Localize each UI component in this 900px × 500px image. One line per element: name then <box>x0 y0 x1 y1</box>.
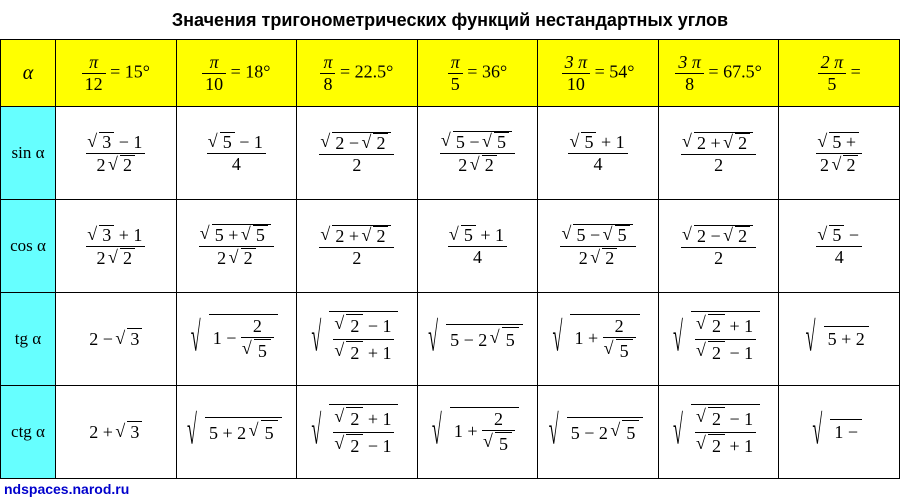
row-cos: cos α 3 + 12 2 5 + 52 2 2 + 22 5 + 14 5 … <box>1 200 900 293</box>
cell-tg-4: 1 + 25 <box>538 293 659 386</box>
angle-col-5: 3 π8 = 67.5° <box>658 40 779 107</box>
cell-tg-1: 1 − 25 <box>176 293 297 386</box>
cell-ctg-4: 5 − 2 5 <box>538 386 659 479</box>
cell-sin-5: 2 + 22 <box>658 107 779 200</box>
cell-cos-4: 5 − 52 2 <box>538 200 659 293</box>
cell-sin-0: 3 − 12 2 <box>56 107 177 200</box>
corner-cell: α <box>1 40 56 107</box>
row-ctg: ctg α 2 + 3 5 + 2 5 2 + 12 − 1 1 + 25 5 … <box>1 386 900 479</box>
cell-ctg-6: 1 − <box>779 386 900 479</box>
cell-tg-0: 2 − 3 <box>56 293 177 386</box>
cell-sin-3: 5 − 52 2 <box>417 107 538 200</box>
cell-sin-4: 5 + 14 <box>538 107 659 200</box>
source-link[interactable]: ndspaces.narod.ru <box>0 479 900 499</box>
header-row: α π12 = 15° π10 = 18° π8 = 22.5° π5 = 36… <box>1 40 900 107</box>
row-label-ctg: ctg α <box>1 386 56 479</box>
angle-col-1: π10 = 18° <box>176 40 297 107</box>
cell-sin-2: 2 − 22 <box>297 107 418 200</box>
cell-sin-1: 5 − 14 <box>176 107 297 200</box>
cell-ctg-1: 5 + 2 5 <box>176 386 297 479</box>
cell-cos-3: 5 + 14 <box>417 200 538 293</box>
cell-ctg-3: 1 + 25 <box>417 386 538 479</box>
cell-sin-6: 5 +2 2 <box>779 107 900 200</box>
cell-cos-6: 5 −4 <box>779 200 900 293</box>
row-label-cos: cos α <box>1 200 56 293</box>
cell-ctg-5: 2 − 12 + 1 <box>658 386 779 479</box>
cell-ctg-0: 2 + 3 <box>56 386 177 479</box>
row-label-tg: tg α <box>1 293 56 386</box>
angle-col-3: π5 = 36° <box>417 40 538 107</box>
angle-col-2: π8 = 22.5° <box>297 40 418 107</box>
angle-col-0: π12 = 15° <box>56 40 177 107</box>
row-label-sin: sin α <box>1 107 56 200</box>
cell-cos-2: 2 + 22 <box>297 200 418 293</box>
row-tg: tg α 2 − 3 1 − 25 2 − 12 + 1 5 − 2 5 1 +… <box>1 293 900 386</box>
cell-cos-5: 2 − 22 <box>658 200 779 293</box>
angle-col-6: 2 π5 = <box>779 40 900 107</box>
cell-tg-5: 2 + 12 − 1 <box>658 293 779 386</box>
trig-table: α π12 = 15° π10 = 18° π8 = 22.5° π5 = 36… <box>0 39 900 479</box>
cell-tg-6: 5 + 2 <box>779 293 900 386</box>
cell-tg-3: 5 − 2 5 <box>417 293 538 386</box>
cell-cos-1: 5 + 52 2 <box>176 200 297 293</box>
angle-col-4: 3 π10 = 54° <box>538 40 659 107</box>
page-title: Значения тригонометрических функций нест… <box>0 0 900 39</box>
row-sin: sin α 3 − 12 2 5 − 14 2 − 22 5 − 52 2 5 … <box>1 107 900 200</box>
cell-tg-2: 2 − 12 + 1 <box>297 293 418 386</box>
cell-ctg-2: 2 + 12 − 1 <box>297 386 418 479</box>
cell-cos-0: 3 + 12 2 <box>56 200 177 293</box>
